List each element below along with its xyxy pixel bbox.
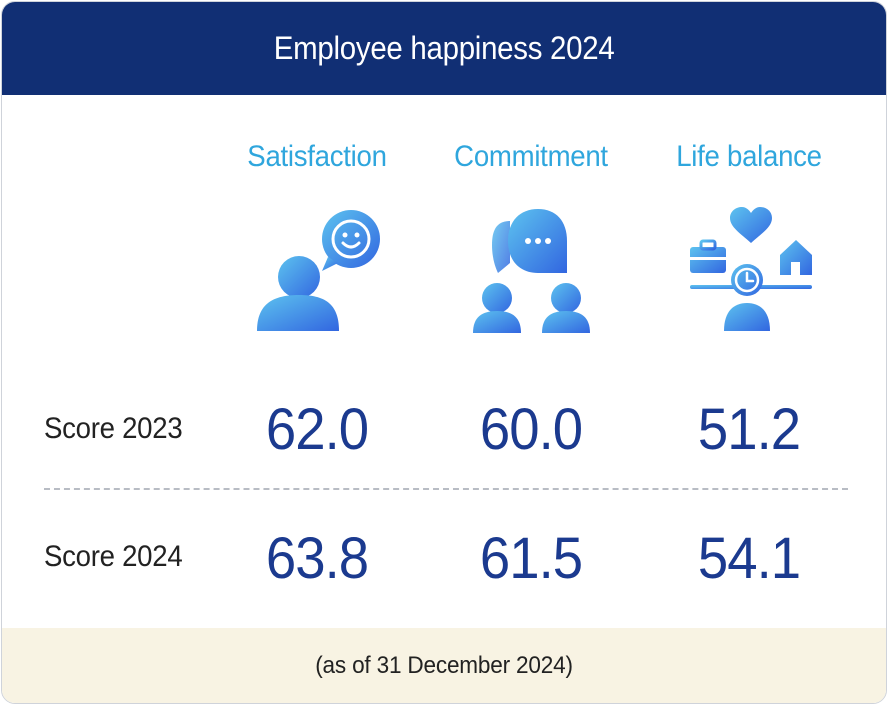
page-title: Employee happiness 2024 <box>273 30 615 66</box>
work-life-balance-icon <box>690 207 812 331</box>
footnote: (as of 31 December 2024) <box>315 651 573 679</box>
value-2024-life-balance: 54.1 <box>697 526 801 591</box>
two-people-chat-icon <box>473 209 590 333</box>
value-2024-satisfaction: 63.8 <box>265 526 369 591</box>
header-bar: Employee happiness 2024 <box>2 2 886 95</box>
row-label-2024: Score 2024 <box>44 540 183 573</box>
value-2023-commitment: 60.0 <box>479 397 583 462</box>
column-title-satisfaction: Satisfaction <box>247 140 387 173</box>
person-smiley-speech-icon <box>257 210 380 331</box>
footer-note-bar: (as of 31 December 2024) <box>2 628 886 703</box>
column-title-commitment: Commitment <box>454 140 608 173</box>
value-2024-commitment: 61.5 <box>479 526 583 591</box>
row-label-2023: Score 2023 <box>44 412 183 445</box>
column-title-life-balance: Life balance <box>676 140 822 173</box>
row-divider <box>44 488 848 490</box>
value-2023-life-balance: 51.2 <box>697 397 801 462</box>
value-2023-satisfaction: 62.0 <box>265 397 369 462</box>
